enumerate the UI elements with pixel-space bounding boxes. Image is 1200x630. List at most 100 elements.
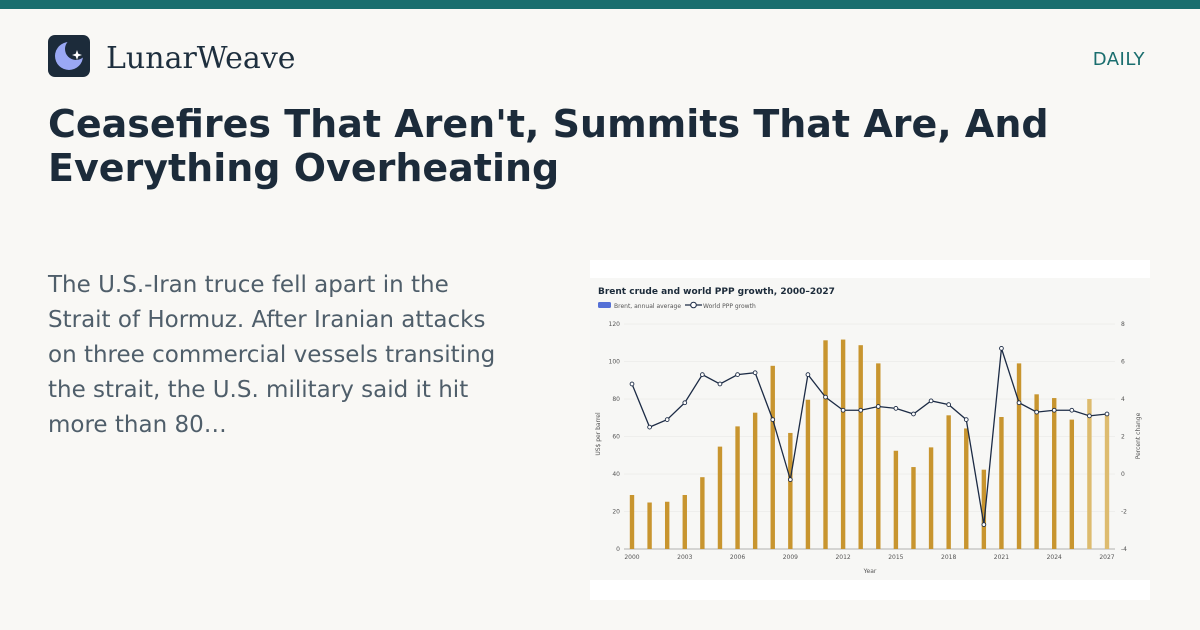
x-tick-label: 2000 bbox=[624, 554, 639, 561]
growth-point-2002 bbox=[664, 417, 670, 422]
article-excerpt: The U.S.-Iran truce fell apart in the St… bbox=[48, 272, 496, 438]
section-label[interactable]: DAILY bbox=[1092, 49, 1145, 70]
x-tick-label: 2009 bbox=[783, 554, 798, 561]
chart-legend: Brent, annual average World PPP growth bbox=[598, 301, 756, 310]
bar-2000 bbox=[629, 495, 635, 549]
legend-swatch-bars bbox=[598, 302, 611, 308]
bar-2011 bbox=[823, 340, 828, 549]
bar-2012 bbox=[840, 339, 846, 549]
growth-point-2004 bbox=[700, 372, 705, 377]
growth-point-2018 bbox=[946, 402, 952, 407]
chart-card: Brent crude and world PPP growth, 2000–2… bbox=[590, 260, 1150, 600]
bar-2022 bbox=[1016, 363, 1022, 549]
y2-tick-label: 6 bbox=[1121, 359, 1125, 366]
growth-point-2016 bbox=[911, 411, 916, 417]
growth-point-2026 bbox=[1087, 413, 1092, 419]
growth-point-2006 bbox=[735, 372, 740, 377]
growth-point-2011 bbox=[823, 394, 828, 400]
x-tick-label: 2006 bbox=[730, 554, 745, 561]
bar-2001 bbox=[647, 502, 652, 549]
bar-2004 bbox=[700, 477, 705, 549]
growth-point-2008 bbox=[770, 417, 776, 422]
bar-2024 bbox=[1052, 398, 1057, 549]
growth-point-2027 bbox=[1104, 411, 1110, 417]
y-tick-label: 60 bbox=[612, 434, 620, 441]
y-tick-label: 80 bbox=[612, 396, 620, 403]
bar-2009 bbox=[788, 432, 793, 549]
chart-plot-background bbox=[590, 278, 1150, 580]
legend-label-line: World PPP growth bbox=[703, 303, 756, 310]
growth-point-2014 bbox=[875, 404, 881, 409]
growth-point-2023 bbox=[1034, 409, 1039, 415]
y2-tick-label: -4 bbox=[1121, 546, 1127, 553]
legend-swatch-marker bbox=[690, 301, 697, 309]
growth-point-2003 bbox=[682, 400, 688, 406]
y-tick-label: 20 bbox=[612, 509, 620, 516]
x-tick-label: 2012 bbox=[835, 554, 850, 561]
growth-point-2009 bbox=[787, 477, 793, 482]
growth-point-2024 bbox=[1051, 407, 1057, 413]
y-tick-label: 120 bbox=[609, 321, 621, 328]
growth-point-2022 bbox=[1016, 400, 1022, 406]
y2-tick-label: 4 bbox=[1121, 396, 1125, 403]
growth-line bbox=[631, 348, 1108, 525]
bar-2002 bbox=[664, 501, 670, 549]
growth-point-2007 bbox=[752, 370, 758, 376]
x-tick-label: 2024 bbox=[1047, 554, 1062, 561]
bar-2010 bbox=[805, 399, 811, 549]
growth-point-2019 bbox=[963, 417, 969, 422]
x-tick-label: 2003 bbox=[677, 554, 692, 561]
y-tick-label: 0 bbox=[616, 546, 620, 553]
x-tick-label: 2021 bbox=[994, 554, 1009, 561]
y2-tick-label: 8 bbox=[1121, 321, 1125, 328]
y-tick-label: 100 bbox=[609, 359, 621, 366]
growth-point-2015 bbox=[893, 406, 899, 411]
bar-2018 bbox=[946, 415, 951, 549]
top-accent-bar bbox=[0, 0, 1200, 9]
x-tick-label: 2027 bbox=[1099, 554, 1114, 561]
y2-tick-label: 2 bbox=[1121, 434, 1125, 441]
bar-2023 bbox=[1034, 394, 1039, 549]
bar-2017 bbox=[928, 447, 934, 549]
article-headline: Ceasefires That Aren't, Summits That Are… bbox=[48, 102, 1049, 190]
growth-point-2000 bbox=[629, 381, 635, 387]
y2-tick-label: 0 bbox=[1121, 471, 1125, 478]
growth-point-2013 bbox=[858, 407, 864, 413]
bar-2006 bbox=[735, 426, 740, 549]
bar-2005 bbox=[717, 446, 723, 549]
y2-axis-label: Percent change bbox=[1135, 412, 1142, 459]
bar-2019 bbox=[964, 428, 969, 549]
bar-2003 bbox=[682, 495, 687, 549]
bar-2020 bbox=[981, 469, 987, 549]
bar-2015 bbox=[893, 450, 899, 549]
y-tick-label: 40 bbox=[612, 471, 620, 478]
bar-2014 bbox=[876, 363, 881, 549]
bar-2008 bbox=[770, 365, 775, 549]
growth-point-2025 bbox=[1069, 407, 1075, 413]
growth-point-2020 bbox=[981, 522, 987, 527]
chart-title: Brent crude and world PPP growth, 2000–2… bbox=[598, 287, 835, 297]
x-tick-label: 2015 bbox=[888, 554, 903, 561]
crescent-moon-sparkle-icon bbox=[55, 38, 87, 70]
bar-2013 bbox=[858, 345, 863, 549]
growth-point-2010 bbox=[805, 372, 811, 377]
y-axis-label: US$ per barrel bbox=[595, 412, 602, 456]
bar-2027 bbox=[1104, 414, 1110, 549]
y2-tick-label: -2 bbox=[1121, 509, 1127, 516]
brand-logo[interactable] bbox=[48, 35, 90, 77]
growth-point-2017 bbox=[928, 398, 934, 404]
bar-2025 bbox=[1069, 419, 1075, 549]
x-axis-label: Year bbox=[863, 568, 877, 575]
bar-2007 bbox=[752, 412, 758, 549]
bar-2021 bbox=[999, 417, 1004, 549]
growth-point-2012 bbox=[840, 407, 846, 413]
legend-label-bars: Brent, annual average bbox=[614, 303, 681, 310]
growth-point-2001 bbox=[647, 424, 652, 430]
bar-2026 bbox=[1087, 399, 1092, 549]
brand-name[interactable]: LunarWeave bbox=[106, 41, 296, 76]
growth-point-2005 bbox=[717, 381, 723, 387]
chart: Brent crude and world PPP growth, 2000–2… bbox=[590, 278, 1150, 580]
x-tick-label: 2018 bbox=[941, 554, 956, 561]
bar-2016 bbox=[911, 467, 916, 549]
growth-point-2021 bbox=[999, 346, 1004, 351]
